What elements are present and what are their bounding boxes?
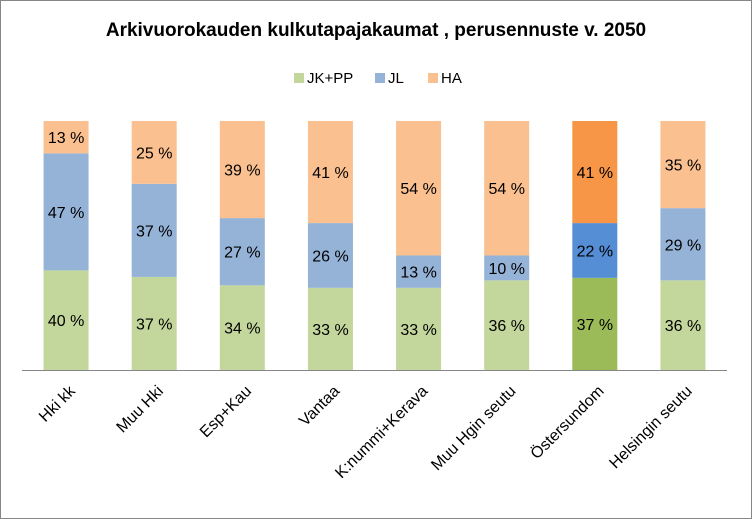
data-label-jk-pp-esp-kau: 34 %: [224, 321, 260, 338]
data-label-jk-pp-helsingin-seutu: 36 %: [665, 318, 701, 335]
bar-jl-östersundom: [572, 223, 618, 278]
category-label-muu-hki: Muu Hki: [113, 383, 167, 437]
bar-ha-k-nummi-kerava: [396, 121, 442, 256]
data-label-ha-hki-kk: 13 %: [48, 130, 84, 147]
data-label-jk-pp-hki-kk: 40 %: [48, 313, 84, 330]
bar-jk-pp-hki-kk: [43, 270, 89, 370]
data-label-jl-k-nummi-kerava: 13 %: [400, 265, 436, 282]
data-label-jl-muu-hki: 37 %: [136, 223, 172, 240]
bar-jk-pp-vantaa: [307, 287, 353, 370]
category-label-esp-kau: Esp+Kau: [197, 383, 255, 441]
bar-jk-pp-muu-hgin-seutu: [484, 280, 530, 370]
bar-jk-pp-helsingin-seutu: [660, 280, 706, 370]
bar-ha-muu-hki: [131, 121, 177, 184]
bars: 40 % 47 % 13 % 37 % 37 % 25 % 34 % 27 % 39 % 33 %…: [43, 121, 706, 370]
bar-ha-östersundom: [572, 121, 618, 224]
data-label-jl-vantaa: 26 %: [312, 248, 348, 265]
bar-jl-vantaa: [307, 223, 353, 288]
category-label-muu-hgin-seutu: Muu Hgin seutu: [428, 383, 519, 474]
data-label-jl-hki-kk: 47 %: [48, 205, 84, 222]
data-label-jk-pp-k-nummi-kerava: 33 %: [400, 322, 436, 339]
bar-jk-pp-esp-kau: [219, 285, 265, 370]
legend-swatch-ha: [428, 73, 438, 83]
bar-ha-esp-kau: [219, 121, 265, 219]
bar-group-hki-kk: 40 % 47 % 13 %: [43, 121, 89, 370]
data-label-ha-vantaa: 41 %: [312, 165, 348, 182]
data-label-ha-helsingin-seutu: 35 %: [665, 158, 701, 175]
category-label-östersundom: Östersundom: [527, 382, 608, 463]
data-label-jk-pp-östersundom: 37 %: [577, 317, 613, 334]
data-label-jl-esp-kau: 27 %: [224, 245, 260, 262]
bar-group-muu-hgin-seutu: 36 % 10 % 54 %: [484, 121, 530, 370]
bar-group-östersundom: 37 % 22 % 41 %: [572, 121, 618, 370]
bar-group-vantaa: 33 % 26 % 41 %: [307, 121, 353, 370]
bar-jk-pp-k-nummi-kerava: [396, 287, 442, 370]
category-label-helsingin-seutu: Helsingin seutu: [606, 383, 695, 472]
bar-jl-esp-kau: [219, 218, 265, 286]
bar-group-k-nummi-kerava: 33 % 13 % 54 %: [396, 121, 442, 370]
legend-swatch-jk-pp: [294, 73, 304, 83]
legend-swatch-jl: [375, 73, 385, 83]
data-label-ha-muu-hki: 25 %: [136, 145, 172, 162]
category-label-hki-kk: Hki kk: [36, 382, 80, 426]
bar-group-esp-kau: 34 % 27 % 39 %: [219, 121, 265, 370]
data-label-jk-pp-muu-hgin-seutu: 36 %: [488, 318, 524, 335]
data-label-jl-muu-hgin-seutu: 10 %: [488, 261, 524, 278]
bar-jk-pp-östersundom: [572, 277, 618, 370]
data-label-ha-esp-kau: 39 %: [224, 163, 260, 180]
data-label-ha-muu-hgin-seutu: 54 %: [488, 181, 524, 198]
category-labels: Hki kk Muu Hki Esp+Kau VantaaK:nummi+Kerava…: [36, 382, 696, 482]
data-label-jk-pp-vantaa: 33 %: [312, 322, 348, 339]
legend-label-jk-pp: JK+PP: [307, 70, 353, 87]
bar-jl-k-nummi-kerava: [396, 255, 442, 288]
legend: JK+PP JL HA: [294, 70, 462, 87]
bar-jk-pp-muu-hki: [131, 276, 177, 370]
category-label-k-nummi-kerava: K:nummi+Kerava: [332, 383, 431, 482]
bar-jl-muu-hgin-seutu: [484, 255, 530, 281]
bar-ha-helsingin-seutu: [660, 121, 706, 209]
category-label-vantaa: Vantaa: [296, 383, 343, 430]
data-label-ha-östersundom: 41 %: [577, 165, 613, 182]
legend-label-jl: JL: [388, 70, 404, 87]
data-label-jl-östersundom: 22 %: [577, 243, 613, 260]
bar-ha-muu-hgin-seutu: [484, 121, 530, 256]
chart-title: Arkivuorokauden kulkutapajakaumat , peru…: [105, 20, 647, 41]
bar-jl-muu-hki: [131, 183, 177, 277]
data-label-jk-pp-muu-hki: 37 %: [136, 316, 172, 333]
bar-ha-vantaa: [307, 121, 353, 224]
bar-jl-helsingin-seutu: [660, 208, 706, 281]
bar-ha-hki-kk: [43, 121, 89, 154]
bar-group-helsingin-seutu: 36 % 29 % 35 %: [660, 121, 706, 370]
legend-label-ha: HA: [441, 70, 462, 87]
bar-jl-hki-kk: [43, 153, 89, 271]
data-label-jl-helsingin-seutu: 29 %: [665, 237, 701, 254]
data-label-ha-k-nummi-kerava: 54 %: [400, 181, 436, 198]
bar-group-muu-hki: 37 % 37 % 25 %: [131, 121, 177, 370]
